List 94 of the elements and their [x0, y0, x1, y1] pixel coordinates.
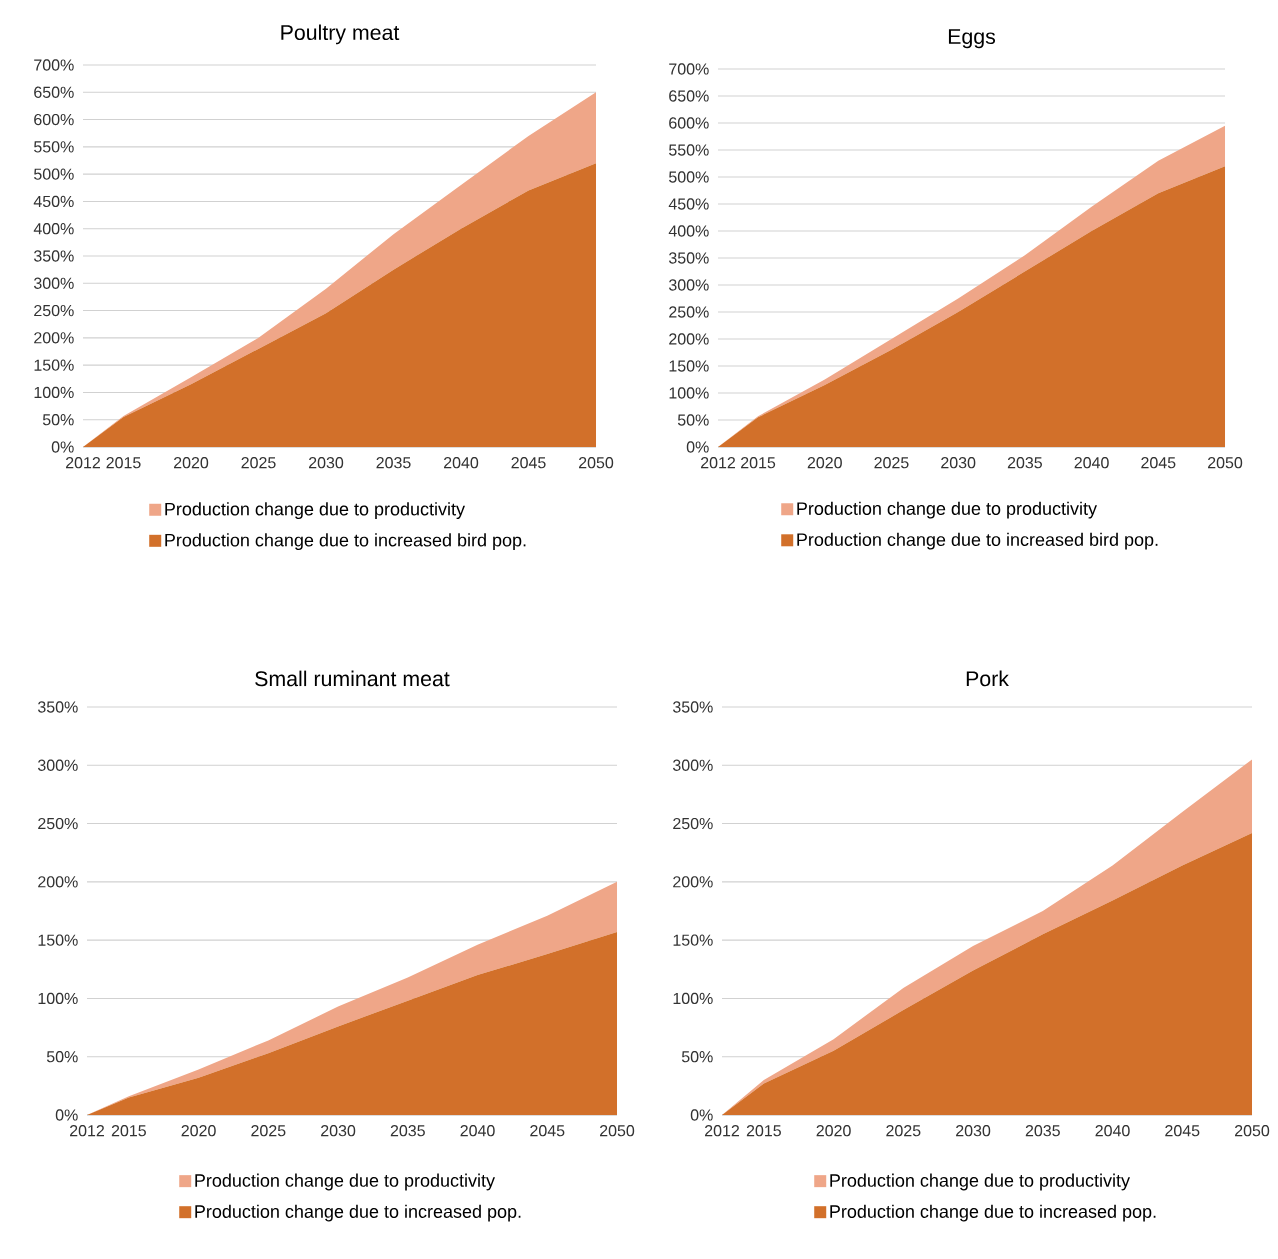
y-tick-label: 450% — [33, 195, 74, 208]
y-tick-label: 100% — [38, 992, 78, 1005]
y-tick-label: 300% — [668, 279, 709, 291]
y-tick-label: 500% — [669, 171, 709, 183]
legend-label: Production change due to increased bird pop. — [797, 532, 1158, 550]
y-tick-label: 150% — [38, 934, 78, 946]
x-tick-label: 2035 — [390, 1125, 425, 1137]
x-tick-label: 2020 — [816, 1125, 851, 1137]
y-tick-label: 150% — [669, 360, 709, 372]
x-tick-label: 2040 — [1095, 1125, 1130, 1137]
x-tick-label: 2040 — [1074, 457, 1109, 469]
x-tick-label: 2040 — [460, 1125, 495, 1137]
x-tick-label: 2035 — [1025, 1125, 1060, 1137]
y-tick-label: 0% — [51, 441, 74, 453]
x-tick-label: 2015 — [741, 457, 776, 469]
y-tick-label: 250% — [669, 306, 709, 318]
y-tick-label: 700% — [669, 63, 709, 75]
legend-label: Production change due to increased pop. — [830, 1204, 1156, 1222]
x-tick-label: 2030 — [321, 1125, 356, 1137]
y-tick-label: 200% — [34, 332, 74, 344]
y-tick-label: 0% — [690, 1109, 713, 1121]
y-tick-label: 300% — [37, 759, 78, 771]
y-tick-label: 0% — [55, 1109, 78, 1121]
y-tick-label: 600% — [669, 117, 709, 129]
x-tick-label: 2025 — [886, 1125, 921, 1137]
x-tick-label: 2020 — [181, 1125, 216, 1137]
y-tick-label: 0% — [686, 441, 709, 453]
y-tick-label: 50% — [46, 1051, 78, 1063]
x-tick-label: 2012 — [70, 1125, 104, 1137]
y-tick-label: 550% — [34, 141, 74, 153]
x-tick-label: 2030 — [956, 1125, 991, 1137]
x-tick-label: 2045 — [1141, 457, 1176, 469]
x-tick-label: 2012 — [701, 457, 735, 469]
y-tick-label: 450% — [668, 198, 709, 210]
y-tick-label: 650% — [34, 86, 74, 98]
y-tick-label: 700% — [34, 59, 74, 71]
legend-label: Production change due to productivity — [830, 1173, 1130, 1191]
legend-label: Production change due to increased bird pop. — [165, 533, 526, 551]
x-tick-label: 2030 — [941, 457, 976, 469]
x-tick-label: 2020 — [174, 457, 209, 469]
y-tick-label: 100% — [34, 386, 74, 399]
x-tick-label: 2050 — [1208, 457, 1243, 469]
legend-label: Production change due to productivity — [195, 1173, 495, 1191]
x-tick-label: 2015 — [746, 1125, 781, 1137]
chart-title: Small ruminant meat — [255, 670, 450, 687]
y-tick-label: 350% — [37, 701, 78, 713]
y-tick-label: 50% — [677, 414, 709, 426]
x-tick-label: 2030 — [309, 457, 344, 469]
x-tick-label: 2012 — [705, 1125, 739, 1137]
y-tick-label: 150% — [34, 359, 74, 371]
y-tick-label: 600% — [34, 113, 74, 126]
legend-label: Production change due to productivity — [797, 501, 1097, 519]
x-tick-label: 2015 — [106, 457, 141, 469]
y-tick-label: 300% — [33, 277, 74, 289]
chart-title: Poultry meat — [281, 24, 400, 45]
x-tick-label: 2035 — [1007, 457, 1042, 469]
y-tick-label: 300% — [672, 759, 713, 771]
y-tick-label: 150% — [673, 934, 713, 946]
y-tick-label: 550% — [669, 144, 709, 156]
y-tick-label: 650% — [669, 90, 709, 102]
x-tick-label: 2025 — [241, 457, 276, 469]
y-tick-label: 350% — [672, 701, 713, 713]
y-tick-label: 50% — [681, 1051, 713, 1063]
y-tick-label: 350% — [33, 250, 74, 262]
x-tick-label: 2015 — [111, 1125, 146, 1137]
x-tick-label: 2045 — [530, 1125, 565, 1137]
y-tick-label: 200% — [673, 876, 713, 888]
y-tick-label: 250% — [34, 304, 74, 317]
chart-title: Pork — [966, 670, 1009, 687]
x-tick-label: 2045 — [1165, 1125, 1200, 1137]
y-tick-label: 400% — [668, 225, 709, 237]
y-tick-label: 200% — [38, 876, 78, 888]
x-tick-label: 2050 — [579, 457, 614, 469]
y-tick-label: 100% — [673, 992, 713, 1005]
x-tick-label: 2045 — [511, 457, 546, 469]
y-tick-label: 400% — [33, 223, 74, 235]
y-tick-label: 100% — [669, 387, 709, 399]
chart-title: Eggs — [948, 29, 996, 49]
y-tick-label: 350% — [668, 252, 709, 264]
y-tick-label: 500% — [34, 168, 74, 180]
legend-label: Production change due to increased pop. — [195, 1204, 521, 1222]
x-tick-label: 2050 — [600, 1125, 635, 1137]
y-tick-label: 50% — [42, 414, 74, 426]
y-tick-label: 200% — [669, 333, 709, 345]
x-tick-label: 2020 — [807, 457, 842, 469]
legend-label: Production change due to productivity — [165, 502, 465, 520]
x-tick-label: 2035 — [376, 457, 411, 469]
y-tick-label: 250% — [38, 817, 78, 830]
x-tick-label: 2040 — [444, 457, 479, 469]
x-tick-label: 2050 — [1235, 1125, 1270, 1137]
x-tick-label: 2025 — [874, 457, 909, 469]
x-tick-label: 2012 — [66, 457, 100, 469]
y-tick-label: 250% — [673, 817, 713, 830]
x-tick-label: 2025 — [251, 1125, 286, 1137]
